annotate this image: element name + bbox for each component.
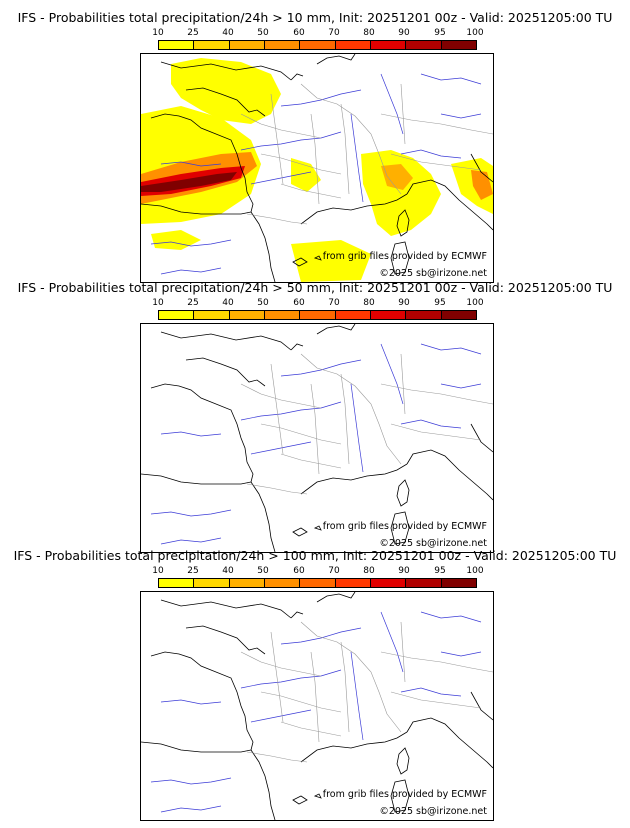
colorbar-tick-label: 25 xyxy=(187,298,199,308)
colorbar-tick-label: 25 xyxy=(187,28,199,38)
copyright-credit: ©2025 sb@irizone.net xyxy=(379,268,487,279)
colorbar-tick-label: 40 xyxy=(222,566,234,576)
colorbar-tick-labels: 10 25 40 50 60 70 80 90 95 100 xyxy=(152,28,483,39)
colorbar-tick-label: 90 xyxy=(398,28,410,38)
coastlines xyxy=(141,592,493,820)
colorbar-swatch xyxy=(264,41,301,49)
copyright-credit: ©2025 sb@irizone.net xyxy=(379,806,487,817)
precip-probability-area xyxy=(361,150,441,236)
colorbar xyxy=(158,40,477,50)
colorbar xyxy=(158,310,477,320)
precip-probability-area xyxy=(381,164,413,190)
precip-probability-area xyxy=(171,58,281,124)
colorbar-tick-label: 100 xyxy=(466,298,484,308)
colorbar-swatch xyxy=(300,311,336,319)
colorbar-swatch xyxy=(194,41,230,49)
colorbar-tick-label: 95 xyxy=(434,298,446,308)
colorbar-tick-label: 60 xyxy=(293,28,305,38)
colorbar-tick-label: 100 xyxy=(466,566,484,576)
precip-probability-area xyxy=(141,172,237,192)
precipitation-probability-map: from grib files provided by ECMWF ©2025 … xyxy=(140,53,494,283)
panel-100mm: IFS - Probabilities total precipitation/… xyxy=(0,548,630,821)
colorbar-tick-label: 70 xyxy=(328,28,340,38)
colorbar-tick-label: 70 xyxy=(328,566,340,576)
colorbar-swatch xyxy=(406,311,442,319)
colorbar-swatch xyxy=(300,579,336,587)
colorbar-swatch xyxy=(159,579,195,587)
admin-borders xyxy=(240,621,493,763)
colorbar-tick-label: 80 xyxy=(363,298,375,308)
rivers xyxy=(150,611,482,813)
precipitation-field xyxy=(141,58,493,282)
colorbar-tick-label: 90 xyxy=(398,298,410,308)
colorbar-tick-label: 50 xyxy=(257,566,269,576)
precipitation-probability-map: from grib files provided by ECMWF ©2025 … xyxy=(140,591,494,821)
colorbar-swatch xyxy=(441,579,476,587)
colorbar-tick-labels: 10 25 40 50 60 70 80 90 95 100 xyxy=(152,298,483,309)
admin-borders xyxy=(240,83,493,225)
panel-50mm: IFS - Probabilities total precipitation/… xyxy=(0,280,630,553)
colorbar-swatch xyxy=(229,311,265,319)
coastlines xyxy=(141,324,493,552)
colorbar-swatch xyxy=(159,311,195,319)
colorbar-swatch xyxy=(159,41,195,49)
coastlines xyxy=(141,54,493,282)
colorbar-swatch xyxy=(406,579,442,587)
colorbar-swatch xyxy=(335,41,371,49)
colorbar-swatch xyxy=(335,311,371,319)
colorbar-tick-label: 10 xyxy=(152,566,164,576)
precip-probability-area xyxy=(151,230,201,250)
colorbar-swatch xyxy=(370,579,407,587)
colorbar xyxy=(158,578,477,588)
colorbar-tick-label: 80 xyxy=(363,28,375,38)
precip-probability-area xyxy=(291,240,371,282)
colorbar-tick-label: 25 xyxy=(187,566,199,576)
colorbar-tick-label: 40 xyxy=(222,28,234,38)
colorbar-swatch xyxy=(370,311,407,319)
colorbar-tick-label: 100 xyxy=(466,28,484,38)
colorbar-tick-label: 50 xyxy=(257,298,269,308)
precipitation-probability-map: from grib files provided by ECMWF ©2025 … xyxy=(140,323,494,553)
copyright-credit: ©2025 sb@irizone.net xyxy=(379,538,487,549)
colorbar-tick-labels: 10 25 40 50 60 70 80 90 95 100 xyxy=(152,566,483,577)
colorbar-tick-label: 50 xyxy=(257,28,269,38)
colorbar-tick-label: 10 xyxy=(152,298,164,308)
panel-title: IFS - Probabilities total precipitation/… xyxy=(17,280,613,295)
colorbar-tick-label: 95 xyxy=(434,28,446,38)
data-source-credit: from grib files provided by ECMWF xyxy=(322,789,487,800)
colorbar-swatch xyxy=(406,41,442,49)
rivers xyxy=(150,343,482,545)
colorbar-swatch xyxy=(370,41,407,49)
admin-borders xyxy=(240,353,493,495)
colorbar-swatch xyxy=(441,41,476,49)
colorbar-swatch xyxy=(264,579,301,587)
data-source-credit: from grib files provided by ECMWF xyxy=(322,251,487,262)
colorbar-tick-label: 95 xyxy=(434,566,446,576)
panel-title: IFS - Probabilities total precipitation/… xyxy=(13,548,617,563)
rivers xyxy=(150,73,482,275)
map-graphic xyxy=(141,592,493,820)
map-graphic xyxy=(141,324,493,552)
data-source-credit: from grib files provided by ECMWF xyxy=(322,521,487,532)
precip-probability-area xyxy=(291,158,321,192)
colorbar-tick-label: 40 xyxy=(222,298,234,308)
map-graphic xyxy=(141,54,493,282)
colorbar-swatch xyxy=(264,311,301,319)
colorbar-swatch xyxy=(229,579,265,587)
colorbar-tick-label: 60 xyxy=(293,566,305,576)
colorbar-swatch xyxy=(194,579,230,587)
colorbar-tick-label: 90 xyxy=(398,566,410,576)
panel-10mm: IFS - Probabilities total precipitation/… xyxy=(0,10,630,283)
colorbar-tick-label: 70 xyxy=(328,298,340,308)
colorbar-tick-label: 60 xyxy=(293,298,305,308)
colorbar-swatch xyxy=(300,41,336,49)
colorbar-swatch xyxy=(441,311,476,319)
colorbar-tick-label: 80 xyxy=(363,566,375,576)
colorbar-swatch xyxy=(229,41,265,49)
colorbar-swatch xyxy=(194,311,230,319)
colorbar-swatch xyxy=(335,579,371,587)
colorbar-tick-label: 10 xyxy=(152,28,164,38)
panel-title: IFS - Probabilities total precipitation/… xyxy=(17,10,613,25)
